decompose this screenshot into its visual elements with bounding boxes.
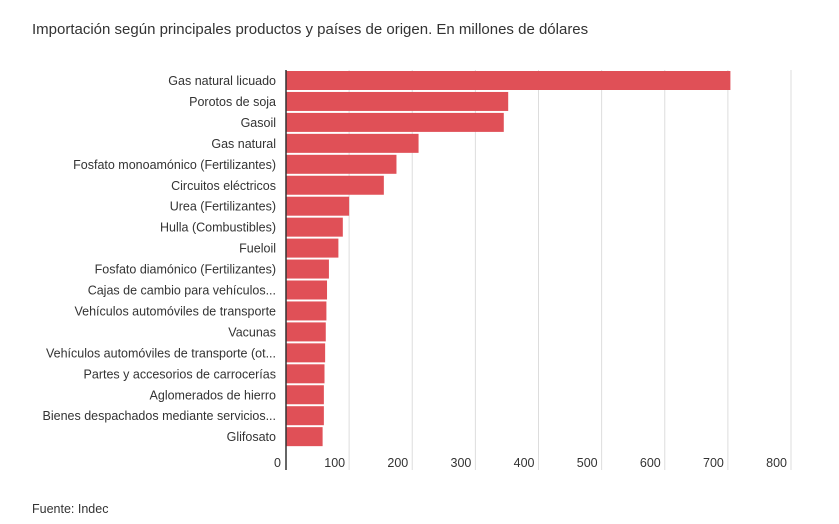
category-label: Cajas de cambio para vehículos... (88, 284, 276, 298)
x-tick-label: 300 (451, 456, 472, 470)
bar[interactable] (286, 301, 327, 321)
category-label: Gas natural licuado (168, 74, 276, 88)
bar[interactable] (286, 238, 339, 258)
category-label: Partes y accesorios de carrocerías (84, 367, 276, 381)
bar[interactable] (286, 217, 343, 237)
bar[interactable] (286, 364, 325, 384)
category-labels: Gas natural licuado Porotos de soja Gasoil… (43, 74, 277, 444)
bar[interactable] (286, 175, 384, 195)
gridlines (348, 70, 792, 470)
bar[interactable] (286, 196, 350, 216)
x-tick-label: 400 (514, 456, 535, 470)
bar[interactable] (286, 154, 397, 174)
x-tick-label: 800 (766, 456, 787, 470)
category-label: Vehículos automóviles de transporte (74, 304, 276, 318)
category-label: Fosfato diamónico (Fertilizantes) (95, 263, 276, 277)
x-tick-label: 700 (703, 456, 724, 470)
bar[interactable] (286, 280, 328, 300)
chart-title: Importación según principales productos … (32, 21, 589, 38)
x-axis-ticks: 0 100 200 300 400 500 600 700 800 (274, 456, 787, 470)
bar[interactable] (286, 322, 326, 342)
x-tick-label: 100 (324, 456, 345, 470)
category-label: Gas natural (211, 137, 276, 151)
x-tick-label: 600 (640, 456, 661, 470)
category-label: Vacunas (228, 325, 276, 339)
category-label: Hulla (Combustibles) (160, 221, 276, 235)
bars (286, 71, 731, 447)
source-note: Fuente: Indec (32, 502, 109, 516)
x-tick-label: 0 (274, 456, 281, 470)
category-label: Circuitos eléctricos (171, 179, 276, 193)
category-label: Vehículos automóviles de transporte (ot.… (46, 346, 276, 360)
category-label: Porotos de soja (189, 95, 276, 109)
bar[interactable] (286, 112, 504, 132)
category-label: Bienes despachados mediante servicios... (43, 409, 276, 423)
x-tick-label: 200 (387, 456, 408, 470)
bar[interactable] (286, 427, 323, 447)
category-label: Fosfato monoamónico (Fertilizantes) (73, 158, 276, 172)
bar[interactable] (286, 385, 324, 405)
bar[interactable] (286, 406, 324, 426)
category-label: Urea (Fertilizantes) (170, 200, 276, 214)
bar[interactable] (286, 91, 509, 111)
bar[interactable] (286, 259, 329, 279)
category-label: Gasoil (241, 116, 276, 130)
bar[interactable] (286, 133, 419, 153)
category-label: Aglomerados de hierro (150, 388, 277, 402)
bar[interactable] (286, 71, 731, 90)
bar[interactable] (286, 343, 326, 363)
x-tick-label: 500 (577, 456, 598, 470)
category-label: Glifosato (227, 430, 276, 444)
category-label: Fueloil (239, 242, 276, 256)
